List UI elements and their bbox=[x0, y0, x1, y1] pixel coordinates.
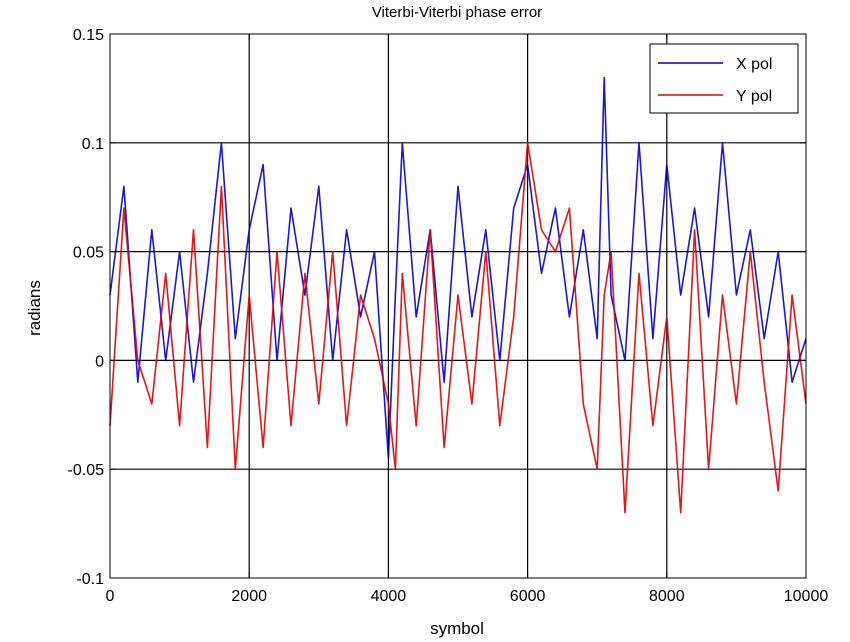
y-axis-title: radians bbox=[25, 280, 44, 336]
y-tick-label: 0 bbox=[95, 353, 104, 370]
y-tick-label: 0.1 bbox=[82, 136, 104, 153]
grid-lines bbox=[110, 34, 806, 578]
x-tick-label: 0 bbox=[106, 588, 115, 605]
legend-box bbox=[649, 43, 799, 114]
x-tick-label: 2000 bbox=[231, 588, 267, 605]
series-line-y-pol bbox=[109, 142, 807, 514]
y-tick-label: -0.05 bbox=[68, 462, 105, 479]
y-tick-label: 0.15 bbox=[73, 27, 104, 44]
x-tick-label: 6000 bbox=[510, 588, 546, 605]
x-axis-title: symbol bbox=[430, 619, 484, 638]
y-axis-ticks: -0.1 -0.05 0 0.05 0.1 0.15 bbox=[68, 27, 806, 588]
plot-area bbox=[109, 33, 807, 579]
x-axis-ticks: 0 2000 4000 6000 8000 10000 bbox=[106, 34, 829, 605]
legend-label-x-pol: X pol bbox=[736, 56, 772, 73]
y-tick-label: -0.1 bbox=[76, 571, 104, 588]
legend: X pol Y pol bbox=[649, 43, 799, 114]
x-tick-label: 10000 bbox=[784, 588, 829, 605]
x-tick-label: 8000 bbox=[649, 588, 685, 605]
chart-title: Viterbi-Viterbi phase error bbox=[372, 4, 542, 21]
plot-background bbox=[110, 34, 806, 578]
series-line-x-pol bbox=[109, 76, 807, 460]
series-lines bbox=[109, 76, 807, 514]
legend-label-y-pol: Y pol bbox=[736, 88, 772, 105]
plot-border bbox=[109, 33, 807, 579]
x-tick-label: 4000 bbox=[371, 588, 407, 605]
y-tick-label: 0.05 bbox=[73, 245, 104, 262]
